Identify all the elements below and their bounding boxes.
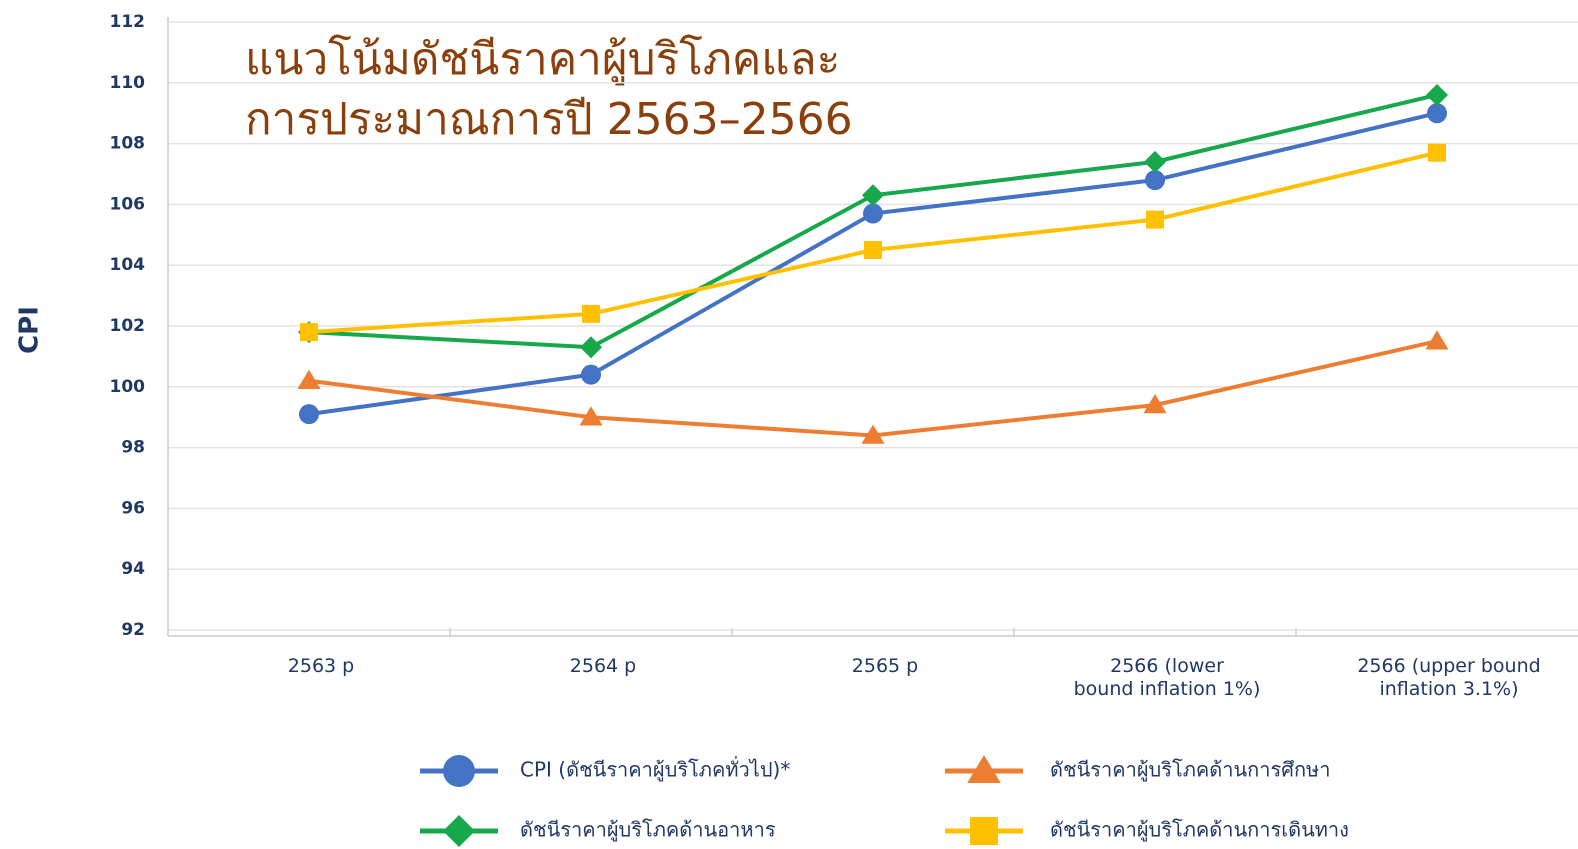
y-tick-label: 102 [110,316,146,336]
x-tick-label: 2565 p [851,655,919,677]
marker [862,184,884,207]
chart-title: แนวโน้มดัชนีราคาผู้บริโภคและ [245,34,840,86]
y-tick-label: 98 [121,438,145,458]
marker [1428,143,1446,162]
marker [1145,170,1165,191]
series-line [308,111,1438,417]
marker [863,203,883,224]
marker [1146,210,1164,229]
marker [297,369,321,389]
y-tick-label: 106 [110,194,146,214]
series-line [308,339,1438,438]
y-tick-label: 110 [110,73,146,93]
y-tick-label: 94 [121,559,145,579]
marker [1144,150,1166,173]
marker [1425,330,1449,350]
marker [1143,394,1167,414]
legend-label: ดัชนีราคาผู้บริโภคด้านการศึกษา [1050,758,1330,783]
x-tick-label: 2566 (lower bound inflation 1%) [1073,655,1261,700]
marker [299,404,319,425]
y-tick-label: 104 [110,255,146,275]
marker [580,336,602,359]
marker [582,304,600,323]
x-tick-label: 2564 p [569,655,637,677]
y-tick-label: 108 [110,134,146,154]
marker [1426,83,1448,106]
x-tick-label: 2566 (upper bound inflation 3.1%) [1357,655,1541,700]
marker [579,406,603,426]
chart-title: การประมาณการปี 2563–2566 [245,94,853,145]
legend-label: CPI (ดัชนีราคาผู้บริโภคทั่วไป)* [520,756,790,783]
marker [443,755,475,787]
x-tick-label: 2563 p [287,655,355,677]
marker [864,241,882,259]
legend-label: ดัชนีราคาผู้บริโภคด้านอาหาร [520,818,776,843]
y-tick-label: 92 [121,620,145,640]
y-axis-label: CPI [15,306,45,354]
marker [1427,103,1447,124]
marker [861,424,885,444]
legend-label: ดัชนีราคาผู้บริโภคด้านการเดินทาง [1050,818,1349,843]
marker [300,323,318,342]
y-tick-label: 96 [121,498,145,518]
y-tick-label: 112 [110,12,146,32]
marker [970,817,998,845]
marker [967,755,1001,783]
y-tick-label: 100 [110,377,146,397]
marker [443,815,475,847]
marker [581,364,601,385]
